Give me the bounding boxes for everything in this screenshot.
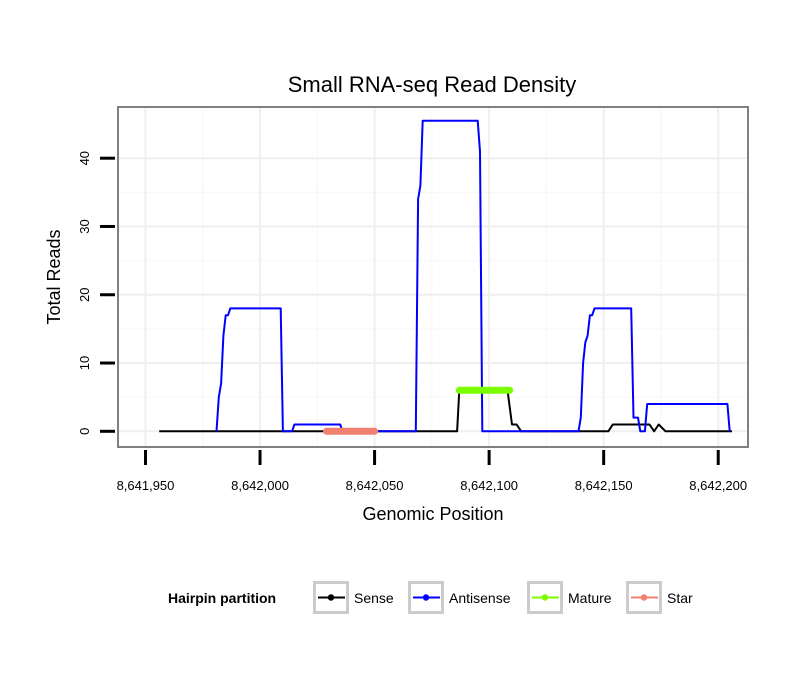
x-tick-label: 8,642,050 <box>346 478 404 493</box>
x-tick-label: 8,642,000 <box>231 478 289 493</box>
x-tick-label: 8,641,950 <box>117 478 175 493</box>
grid-lines <box>118 107 748 447</box>
legend-item-sense: Sense <box>313 581 394 614</box>
x-axis: 8,641,950 8,642,000 8,642,050 8,642,100 8,64… <box>117 450 747 493</box>
x-tick-label: 8,642,200 <box>689 478 747 493</box>
series-lines <box>159 119 732 435</box>
legend-label: Antisense <box>449 590 511 606</box>
y-axis-title: Total Reads <box>44 229 64 324</box>
legend-key-point <box>327 594 335 601</box>
chart-title: Small RNA-seq Read Density <box>288 72 577 97</box>
plot-border <box>117 106 749 448</box>
legend-item-mature: Mature <box>527 581 612 614</box>
y-tick-label: 0 <box>77 428 92 435</box>
x-tick-label: 8,642,100 <box>460 478 518 493</box>
legend-title: Hairpin partition <box>168 590 276 606</box>
series-antisense <box>215 119 731 433</box>
legend: Hairpin partition Sense Antisense Mature St… <box>168 581 693 614</box>
legend-key-point <box>640 594 648 601</box>
y-tick-label: 10 <box>77 356 92 370</box>
legend-item-star: Star <box>626 581 693 614</box>
legend-label: Mature <box>568 590 612 606</box>
y-tick-label: 20 <box>77 288 92 302</box>
legend-key-point <box>422 594 430 601</box>
x-axis-title: Genomic Position <box>362 504 503 524</box>
legend-item-antisense: Antisense <box>408 581 511 614</box>
y-tick-label: 40 <box>77 151 92 165</box>
y-tick-label: 30 <box>77 219 92 233</box>
y-axis: 0 10 20 30 40 <box>77 151 115 435</box>
plot-panel <box>118 107 748 447</box>
legend-key-point <box>541 594 549 601</box>
legend-label: Star <box>667 590 693 606</box>
legend-label: Sense <box>354 590 394 606</box>
x-tick-label: 8,642,150 <box>575 478 633 493</box>
